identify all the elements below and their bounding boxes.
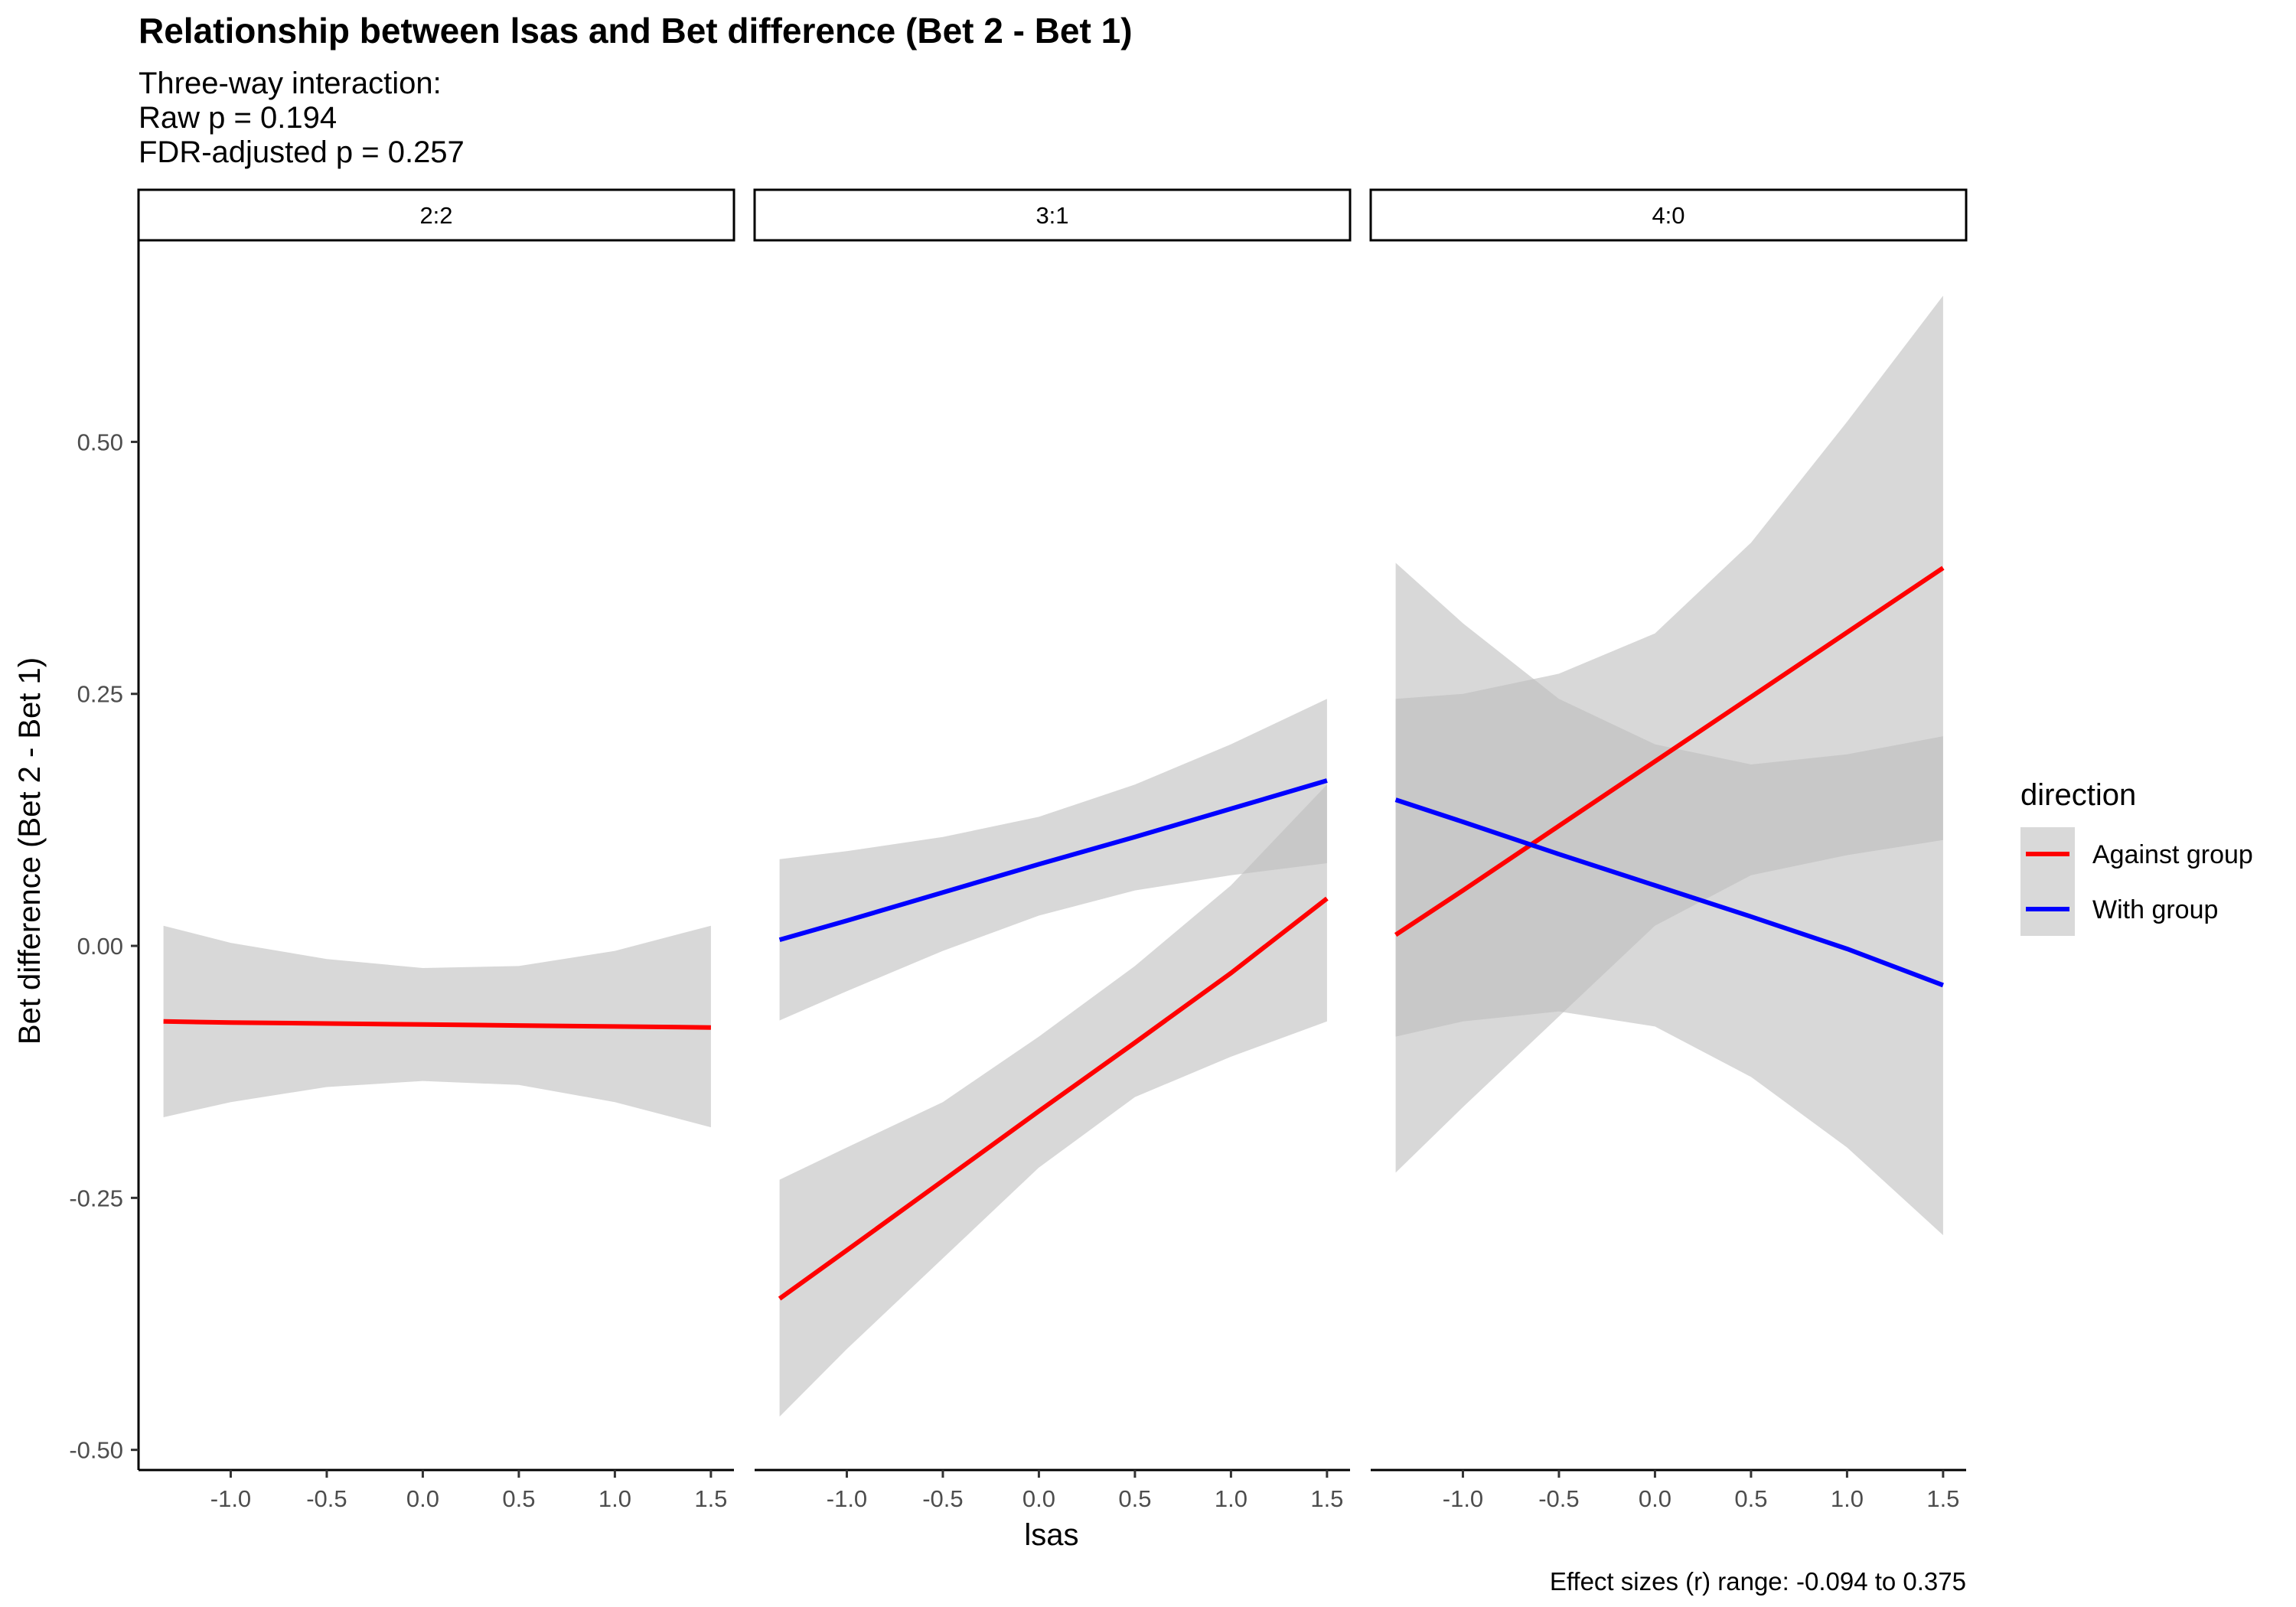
trend-line-against-group bbox=[163, 1019, 711, 1030]
x-tick-label: 1.0 bbox=[598, 1485, 631, 1512]
x-tick-label: -1.0 bbox=[210, 1485, 251, 1512]
facet-strip bbox=[753, 188, 1352, 242]
y-tick-label: -0.50 bbox=[69, 1437, 123, 1464]
x-tick-label: 0.0 bbox=[1022, 1485, 1055, 1512]
trend-line-with-group bbox=[1394, 797, 1944, 988]
x-tick-label: -0.5 bbox=[1538, 1485, 1579, 1512]
facet-strip-label: 2:2 bbox=[419, 202, 452, 229]
chart-title: Relationship between lsas and Bet differ… bbox=[139, 11, 1133, 51]
chart-subtitle-line-1: Three-way interaction: bbox=[139, 67, 442, 100]
facet-strip-label: 4:0 bbox=[1652, 202, 1684, 229]
x-tick-label: 0.5 bbox=[1118, 1485, 1151, 1512]
confidence-ribbon-with-group bbox=[1395, 562, 1943, 1236]
effect-size-caption: Effect sizes (r) range: -0.094 to 0.375 bbox=[1550, 1567, 1966, 1596]
legend-title: direction bbox=[2020, 778, 2136, 812]
x-tick-label: 1.5 bbox=[1926, 1485, 1959, 1512]
x-tick-label: -0.5 bbox=[306, 1485, 347, 1512]
x-tick-label: 0.0 bbox=[1639, 1485, 1671, 1512]
x-tick-label: -1.0 bbox=[1443, 1485, 1483, 1512]
x-tick-label: 1.0 bbox=[1831, 1485, 1864, 1512]
trend-line-against-group bbox=[778, 896, 1329, 1301]
x-axis-title: lsas bbox=[1024, 1518, 1078, 1552]
facet-strip bbox=[137, 188, 735, 242]
chart-subtitle-line-2: Raw p = 0.194 bbox=[139, 101, 337, 135]
facet-panels: 2:2 -1.0 -0.5 0.0 0.5 1.0 1.5 3:1 -1.0 -0.5 0.0 0.5… bbox=[137, 188, 1968, 1512]
y-tick-label: -0.25 bbox=[69, 1185, 123, 1211]
x-tick-label: 0.5 bbox=[1734, 1485, 1767, 1512]
facet-strip bbox=[1369, 188, 1968, 242]
x-tick-label: 1.5 bbox=[694, 1485, 727, 1512]
legend: direction Against group With group bbox=[2020, 778, 2253, 936]
legend-label-against: Against group bbox=[2092, 840, 2253, 869]
facet-panel-3-1: 3:1 -1.0 -0.5 0.0 0.5 1.0 1.5 bbox=[753, 188, 1352, 1512]
chart-subtitle-line-3: FDR-adjusted p = 0.257 bbox=[139, 135, 465, 169]
x-tick-label: 0.0 bbox=[406, 1485, 439, 1512]
x-tick-label: -1.0 bbox=[827, 1485, 867, 1512]
facet-panel-2-2: 2:2 -1.0 -0.5 0.0 0.5 1.0 1.5 bbox=[137, 188, 735, 1512]
y-tick-label: 0.50 bbox=[77, 429, 123, 455]
trend-line-against-group bbox=[1394, 566, 1945, 937]
legend-label-with: With group bbox=[2092, 895, 2218, 924]
x-tick-label: -0.5 bbox=[922, 1485, 963, 1512]
y-tick-label: 0.25 bbox=[77, 681, 123, 708]
facet-strip-label: 3:1 bbox=[1035, 202, 1068, 229]
trend-line-with-group bbox=[778, 778, 1328, 942]
y-axis-title: Bet difference (Bet 2 - Bet 1) bbox=[13, 657, 47, 1045]
x-tick-label: 1.5 bbox=[1310, 1485, 1343, 1512]
facet-panel-4-0: 4:0 -1.0 -0.5 0.0 0.5 1.0 1.5 bbox=[1369, 188, 1968, 1512]
y-tick-label: 0.00 bbox=[77, 933, 123, 960]
y-axis: -0.50 -0.25 0.00 0.25 0.50 bbox=[69, 240, 140, 1470]
x-tick-label: 0.5 bbox=[502, 1485, 535, 1512]
x-tick-label: 1.0 bbox=[1215, 1485, 1247, 1512]
